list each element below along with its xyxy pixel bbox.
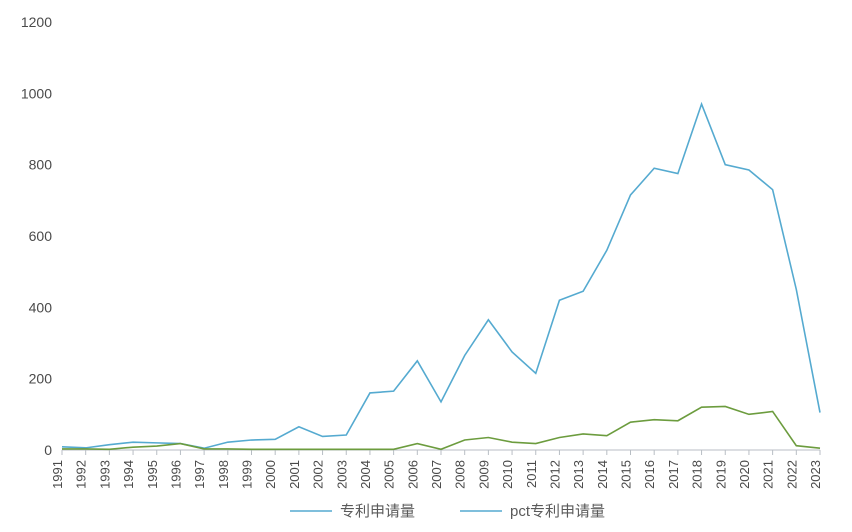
x-tick-label: 2015 [619,460,634,489]
x-tick-label: 2006 [405,460,420,489]
x-tick-label: 2022 [784,460,799,489]
x-tick-label: 1992 [74,460,89,489]
x-tick-label: 2021 [761,460,776,489]
chart-svg: 0 200 400 600 800 1000 1200 1991 1992 1993 1994 199… [0,0,852,532]
x-tick-label: 1999 [240,460,255,489]
x-tick-label: 2001 [287,460,302,489]
x-tick-label: 2017 [666,460,681,489]
x-tick-label: 2018 [690,460,705,489]
y-tick-label: 400 [29,299,53,315]
y-tick-label: 0 [44,442,52,458]
chart-background [0,0,852,532]
legend-label-2: pct专利申请量 [510,503,605,520]
x-tick-label: 2010 [500,460,515,489]
x-tick-label: 2012 [547,460,562,489]
x-tick-label: 1997 [192,460,207,489]
x-tick-label: 2007 [429,460,444,489]
x-tick-label: 1993 [97,460,112,489]
x-tick-label: 2009 [476,460,491,489]
legend-label-1: 专利申请量 [340,503,415,520]
x-tick-label: 2014 [595,460,610,489]
x-tick-label: 2008 [453,460,468,489]
y-tick-label: 800 [29,157,53,173]
x-tick-label: 2011 [524,460,539,488]
x-tick-label: 2004 [358,460,373,489]
x-tick-label: 2019 [713,460,728,489]
x-tick-label: 2013 [571,460,586,489]
x-tick-label: 1998 [216,460,231,489]
x-tick-label: 2003 [334,460,349,489]
x-tick-label: 2023 [808,460,823,489]
x-tick-label: 2000 [263,460,278,489]
y-tick-label: 1000 [21,85,52,101]
y-tick-label: 600 [29,228,53,244]
line-chart: 0 200 400 600 800 1000 1200 1991 1992 1993 1994 199… [0,0,852,532]
y-tick-label: 1200 [21,14,52,30]
x-tick-label: 1996 [168,460,183,489]
x-tick-label: 2005 [382,460,397,489]
x-tick-label: 2002 [311,460,326,489]
x-tick-label: 1994 [121,460,136,489]
x-tick-label: 1995 [145,460,160,489]
x-tick-label: 2020 [737,460,752,489]
x-tick-label: 1991 [50,460,65,489]
y-tick-label: 200 [29,371,53,387]
x-tick-label: 2016 [642,460,657,489]
